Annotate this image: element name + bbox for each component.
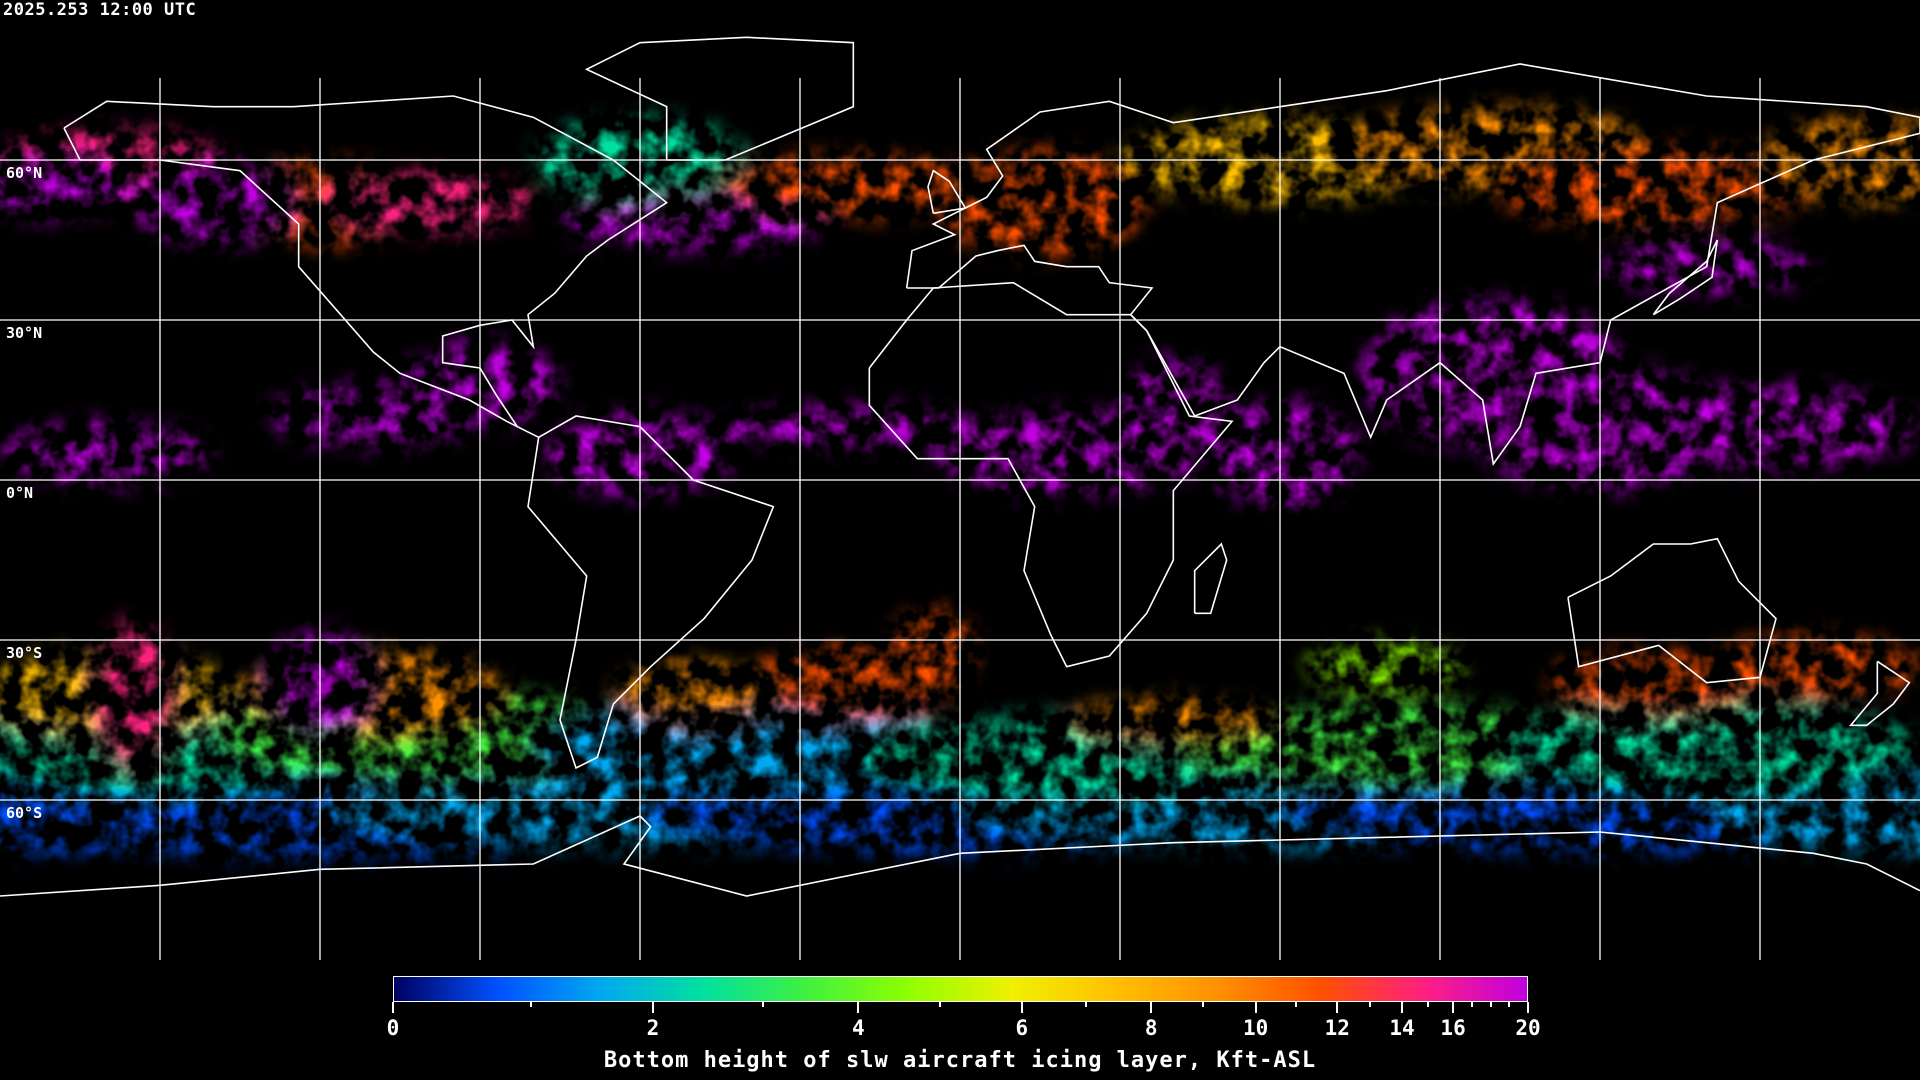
cloud-region <box>890 608 976 694</box>
coastline-madagascar <box>1193 542 1228 615</box>
cloud-region <box>1493 144 1814 230</box>
colorbar <box>393 976 1528 1002</box>
colorbar-tick-label: 10 <box>1242 1016 1269 1040</box>
colorbar-tick-label: 14 <box>1389 1016 1415 1040</box>
cloud-region <box>1120 357 1227 443</box>
colorbar-minor-tick <box>1508 1002 1511 1007</box>
cloud-region <box>560 197 827 251</box>
coastline-africa <box>868 281 1234 668</box>
coastline-australia <box>1567 537 1777 684</box>
colorbar-tick-label: 4 <box>852 1016 865 1040</box>
colorbar-major-tick <box>1254 1002 1257 1013</box>
coastline-north-america <box>63 95 669 439</box>
colorbar-major-tick <box>1527 1002 1529 1013</box>
lat-label-30s: 30°S <box>6 644 43 662</box>
coastline-greenland <box>584 36 855 161</box>
timestamp: 2025.253 12:00 UTC <box>3 0 197 20</box>
lat-lon-grid <box>0 78 1920 960</box>
cloud-region <box>933 149 1147 256</box>
cloud-region <box>0 421 214 486</box>
colorbar-major-tick <box>1150 1002 1153 1013</box>
colorbar-ticks: 0 2 4 6 8 10 12 14 16 20 <box>387 1002 1541 1062</box>
cloud-region <box>720 154 987 219</box>
coastline-eurasia <box>905 63 1920 467</box>
cloud-region <box>613 661 774 726</box>
cloud-region <box>90 618 176 768</box>
lat-label-0n: 0°N <box>6 484 34 502</box>
lat-label-30n: 30°N <box>6 324 43 342</box>
colorbar-minor-tick <box>1470 1002 1473 1007</box>
coastline-south-america <box>527 415 775 770</box>
lat-label-60n: 60°N <box>6 164 43 182</box>
cloud-region <box>0 154 134 219</box>
coastlines <box>0 36 1920 897</box>
colorbar-minor-tick <box>939 1002 942 1007</box>
colorbar-major-tick <box>857 1002 860 1013</box>
colorbar-tick-label: 0 <box>386 1016 400 1040</box>
cloud-region <box>933 410 1200 497</box>
colorbar-minor-tick <box>762 1002 764 1007</box>
colorbar-minor-tick <box>1295 1002 1298 1007</box>
coastline-japan <box>1652 239 1719 316</box>
colorbar-major-tick <box>1452 1002 1455 1013</box>
colorbar-major-tick <box>1020 1002 1023 1013</box>
colorbar-major-tick <box>1336 1002 1339 1013</box>
colorbar-minor-tick <box>530 1002 533 1007</box>
cloud-region <box>1706 634 1920 699</box>
colorbar-tick-label: 12 <box>1324 1016 1350 1040</box>
colorbar-minor-tick <box>1426 1002 1429 1007</box>
colorbar-minor-tick <box>1489 1002 1492 1007</box>
coastline-uk <box>927 169 967 215</box>
colorbar-minor-tick <box>1085 1002 1088 1007</box>
cloud-region <box>1306 640 1467 694</box>
colorbar-major-tick <box>1401 1002 1403 1013</box>
colorbar-tick-label: 6 <box>1015 1016 1029 1040</box>
coastline-new-zealand <box>1848 660 1911 727</box>
lat-label-60s: 60°S <box>6 804 43 822</box>
cloud-region <box>1066 698 1281 742</box>
colorbar-tick-label: 8 <box>1144 1016 1158 1040</box>
colorbar-tick-label: 16 <box>1440 1016 1466 1040</box>
cloud-region <box>1493 698 1920 795</box>
cloud-region <box>720 405 987 448</box>
colorbar-major-tick <box>392 1002 394 1013</box>
colorbar-tick-label: 2 <box>646 1016 660 1040</box>
coastline-antarctica <box>0 815 1920 897</box>
colorbar-title: Bottom height of slw aircraft icing laye… <box>603 1048 1317 1073</box>
cloud-region <box>133 160 294 246</box>
colorbar-tick-label: 20 <box>1515 1016 1541 1040</box>
cloud-region <box>320 170 534 235</box>
colorbar-minor-tick <box>1202 1002 1205 1007</box>
colorbar-minor-tick <box>1368 1002 1371 1007</box>
icing-map <box>0 36 1920 960</box>
colorbar-major-tick <box>651 1002 654 1013</box>
